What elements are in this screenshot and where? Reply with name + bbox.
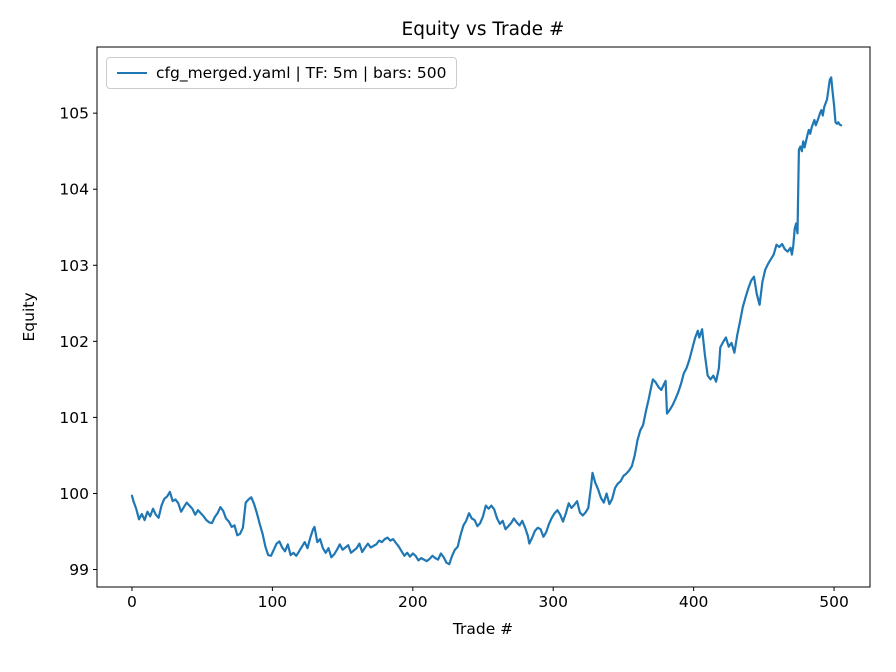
legend-line-sample	[117, 72, 147, 74]
x-tick-label: 100	[258, 593, 288, 611]
x-tick-label: 500	[819, 593, 849, 611]
y-tick-label: 99	[69, 561, 89, 579]
y-tick-label: 103	[59, 257, 89, 275]
legend: cfg_merged.yaml | TF: 5m | bars: 500	[106, 57, 458, 89]
equity-line	[130, 76, 843, 566]
legend-label: cfg_merged.yaml | TF: 5m | bars: 500	[156, 64, 447, 82]
y-axis-label: Equity	[20, 292, 38, 342]
chart-title: Equity vs Trade #	[401, 19, 565, 40]
x-tick-label: 300	[538, 593, 568, 611]
x-tick-label: 400	[679, 593, 709, 611]
y-tick-label: 102	[59, 333, 89, 351]
y-tick-label: 105	[59, 105, 89, 123]
y-tick-label: 100	[59, 485, 89, 503]
x-axis-label: Trade #	[452, 620, 514, 638]
axes-spines	[96, 46, 871, 588]
y-tick-label: 101	[59, 409, 89, 427]
x-tick-label: 0	[127, 593, 137, 611]
y-tick-label: 104	[59, 181, 89, 199]
x-tick-label: 200	[398, 593, 428, 611]
